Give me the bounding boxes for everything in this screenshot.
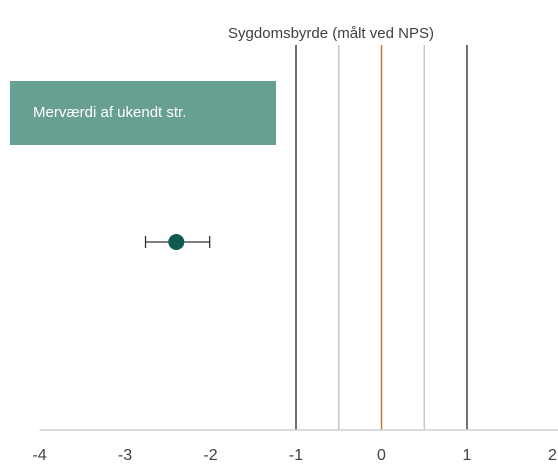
x-tick-label: -4 [32,447,46,464]
chart-title: Sygdomsbyrde (målt ved NPS) [228,25,434,42]
point [168,234,185,250]
x-tick-label: 2 [548,447,557,464]
x-tick-label: -3 [118,447,132,464]
x-tick-label: -2 [203,447,217,464]
x-tick-label: 0 [377,447,386,464]
annotation: Merværdi af ukendt str. [33,104,186,121]
x-tick-label: -1 [289,447,303,464]
x-tick-label: 1 [463,447,472,464]
annotation-box [10,81,276,145]
